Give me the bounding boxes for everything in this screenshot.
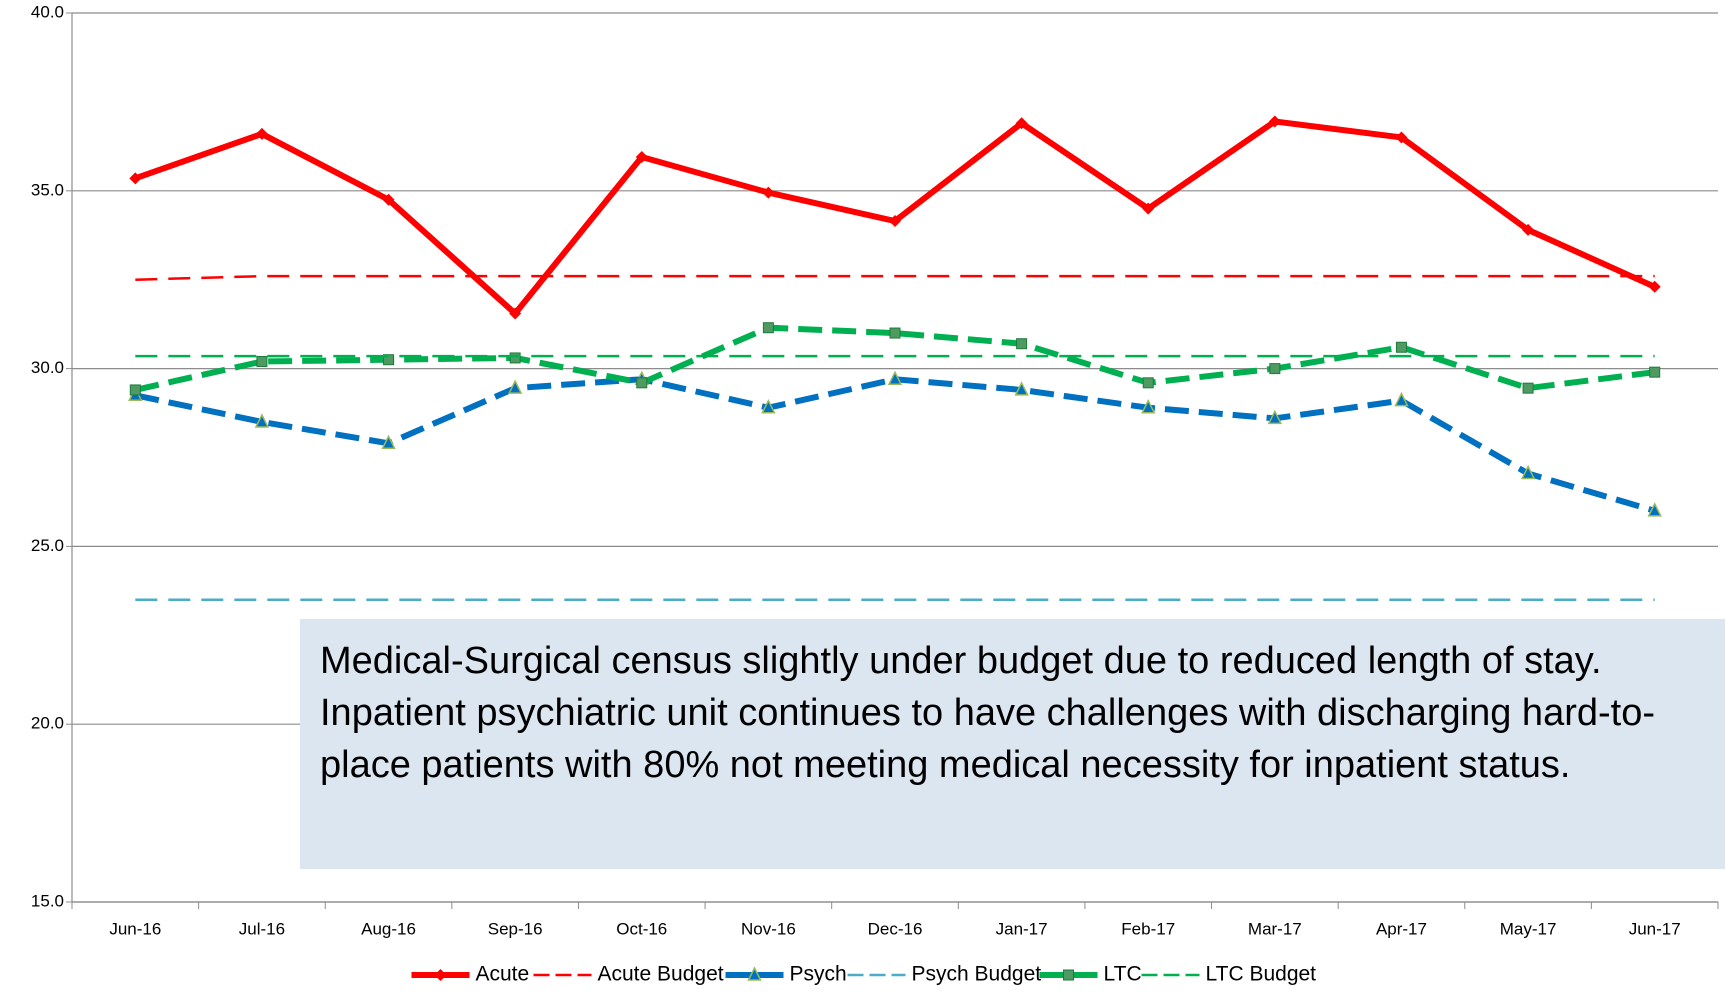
y-tick-label: 15.0	[31, 891, 64, 910]
marker	[381, 434, 396, 450]
marker	[889, 327, 901, 339]
marker	[636, 377, 648, 389]
marker	[434, 969, 447, 981]
y-tick-label: 30.0	[31, 358, 64, 377]
marker	[509, 352, 521, 364]
marker	[1142, 202, 1155, 215]
marker	[1269, 363, 1281, 375]
marker	[762, 322, 774, 334]
marker	[1648, 280, 1661, 293]
marker	[1014, 381, 1029, 396]
marker	[635, 151, 648, 164]
marker	[1268, 115, 1281, 128]
x-tick-label: Apr-17	[1376, 919, 1427, 938]
y-tick-label: 20.0	[31, 714, 64, 733]
marker	[256, 355, 268, 367]
marker	[1395, 131, 1408, 144]
marker	[382, 193, 395, 206]
marker	[1522, 382, 1534, 394]
x-tick-label: May-17	[1500, 919, 1557, 938]
x-tick-label: Feb-17	[1121, 919, 1175, 938]
legend-label: Acute	[476, 963, 530, 986]
y-tick-label: 25.0	[31, 536, 64, 555]
marker	[747, 966, 762, 981]
marker	[1649, 366, 1661, 378]
x-tick-label: Dec-16	[868, 919, 923, 938]
y-tick-label: 35.0	[31, 180, 64, 199]
marker	[254, 413, 270, 428]
legend-label: Acute Budget	[598, 963, 724, 986]
marker	[507, 379, 523, 394]
y-tick-label: 40.0	[31, 2, 64, 21]
marker	[1063, 969, 1074, 981]
x-tick-label: Sep-16	[488, 919, 543, 938]
marker	[887, 370, 903, 386]
marker	[129, 384, 141, 396]
x-tick-label: Aug-16	[361, 919, 416, 938]
marker	[1267, 409, 1283, 425]
marker	[1015, 117, 1028, 130]
marker	[1647, 502, 1662, 517]
x-tick-label: Jul-16	[239, 919, 285, 938]
series-line	[134, 376, 1656, 514]
series-line	[135, 274, 1655, 281]
marker	[129, 172, 142, 185]
marker	[1522, 223, 1535, 236]
marker	[761, 399, 776, 414]
legend-label: LTC Budget	[1206, 963, 1317, 986]
x-tick-label: Mar-17	[1248, 919, 1302, 938]
x-tick-label: Nov-16	[741, 919, 796, 938]
legend-label: Psych	[790, 963, 847, 986]
legend-label: Psych Budget	[912, 963, 1042, 986]
x-tick-label: Oct-16	[616, 919, 667, 938]
marker	[1141, 399, 1156, 414]
marker	[1142, 377, 1154, 389]
x-tick-label: Jun-17	[1629, 919, 1681, 938]
marker	[762, 186, 775, 199]
legend-label: LTC	[1104, 963, 1142, 986]
marker	[255, 127, 268, 140]
x-tick-label: Jun-16	[109, 919, 161, 938]
annotation: Medical-Surgical census slightly under b…	[300, 619, 1725, 869]
marker	[383, 354, 395, 366]
marker	[1394, 391, 1409, 407]
marker	[1395, 341, 1407, 353]
marker	[889, 215, 901, 228]
marker	[509, 307, 522, 320]
x-tick-label: Jan-17	[996, 919, 1048, 938]
marker	[1520, 464, 1536, 480]
marker	[1016, 338, 1028, 350]
